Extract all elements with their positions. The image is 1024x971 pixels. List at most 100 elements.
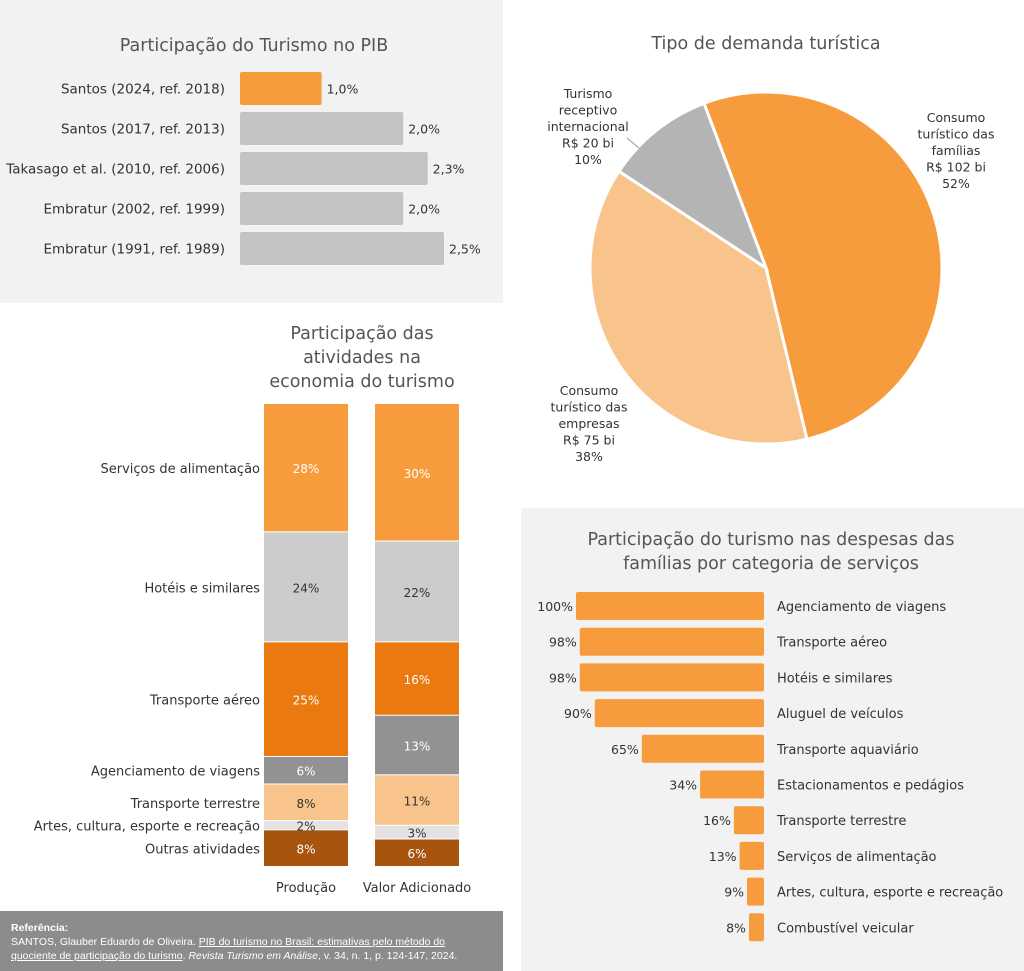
activities-chart: Participação das atividades na economia do… [34, 324, 472, 896]
reference-link-1[interactable]: PIB do turismo no Brasil: estimativas pe… [198, 936, 446, 948]
stacked-value-label: 22% [404, 586, 431, 600]
stacked-segment [264, 821, 348, 830]
activity-category-label: Valor Adicionado [363, 881, 472, 896]
reference-body-2: quociente de participação do turismo. Re… [11, 949, 497, 963]
expense-bar [579, 663, 764, 692]
expense-category-label: Transporte terrestre [776, 814, 906, 829]
pie-label: turístico das [551, 400, 628, 415]
stacked-segment [264, 642, 348, 756]
reference-journal: Revista Turismo em Análise [188, 950, 318, 962]
stacked-value-label: 2% [296, 820, 315, 834]
expense-value-label: 9% [724, 885, 744, 900]
pib-category-label: Embratur (1991, ref. 1989) [43, 242, 225, 258]
pie-leader-line [626, 137, 640, 149]
expense-bar [576, 592, 764, 620]
stacked-segment [375, 715, 459, 775]
expense-category-label: Serviços de alimentação [777, 850, 937, 865]
pib-category-label: Embratur (2002, ref. 1999) [43, 202, 225, 218]
pie-label: 10% [574, 152, 602, 167]
demand-chart: Tipo de demanda turística Consumo turísti… [547, 34, 995, 464]
stacked-segment [264, 404, 348, 532]
activities-title-line: Participação das [290, 324, 433, 344]
activity-legend-label: Transporte aéreo [149, 694, 260, 709]
expense-bar [594, 699, 764, 728]
stacked-segment [264, 532, 348, 642]
stacked-value-label: 8% [296, 843, 315, 857]
pib-value-label: 2,0% [408, 122, 440, 137]
activity-legend-label: Transporte terrestre [130, 797, 260, 812]
reference-sep: . [182, 950, 189, 962]
expense-value-label: 98% [549, 670, 577, 685]
pib-value-label: 2,3% [433, 162, 465, 177]
expense-category-label: Transporte aquaviário [776, 743, 919, 758]
stacked-value-label: 6% [407, 847, 426, 861]
demand-panel: Tipo de demanda turística Consumo turísti… [521, 0, 1024, 505]
expense-bar [579, 627, 764, 656]
pie-label: Consumo [927, 110, 986, 125]
pie-label: famílias [932, 143, 981, 158]
stacked-value-label: 13% [404, 740, 431, 754]
stacked-value-label: 30% [404, 467, 431, 481]
activity-legend-label: Artes, cultura, esporte e recreação [34, 820, 260, 835]
expense-bar [748, 913, 764, 942]
pie-label: Turismo [563, 86, 613, 101]
expense-value-label: 90% [564, 706, 592, 721]
stacked-value-label: 3% [407, 827, 426, 841]
pie-label: internacional [547, 119, 629, 134]
pie-slice [616, 101, 770, 272]
expenses-chart: Participação do turismo nas despesas das… [537, 530, 1003, 942]
demand-chart-title: Tipo de demanda turística [650, 34, 880, 54]
expense-category-label: Artes, cultura, esporte e recreação [777, 886, 1003, 901]
stacked-value-label: 28% [293, 462, 320, 476]
pib-value-label: 2,0% [408, 202, 440, 217]
stacked-segment [264, 756, 348, 784]
pib-bar [240, 232, 444, 265]
expense-bar [733, 806, 764, 835]
pie-label: R$ 75 bi [563, 433, 615, 448]
stacked-segment [375, 642, 459, 715]
reference-details: , v. 34, n. 1, p. 124-147, 2024. [318, 950, 458, 962]
pib-chart-title: Participação do Turismo no PIB [120, 36, 388, 56]
stacked-segment [375, 775, 459, 825]
pie-label: R$ 20 bi [562, 136, 614, 151]
pie-label: 52% [942, 176, 970, 191]
activity-legend-label: Hotéis e similares [144, 581, 260, 596]
expense-value-label: 8% [726, 920, 746, 935]
expense-value-label: 34% [669, 778, 697, 793]
pib-category-label: Takasago et al. (2010, ref. 2006) [5, 162, 225, 178]
expense-category-label: Aluguel de veículos [777, 707, 904, 722]
expense-category-label: Estacionamentos e pedágios [777, 779, 964, 794]
reference-text: Referência: SANTOS, Glauber Eduardo de O… [11, 921, 497, 963]
activity-legend-label: Outras atividades [145, 843, 260, 858]
pib-category-label: Santos (2024, ref. 2018) [61, 82, 225, 98]
stacked-segment [375, 825, 459, 839]
pie-slice [702, 90, 944, 442]
expense-value-label: 13% [709, 849, 737, 864]
expenses-title-line: Participação do turismo nas despesas das [588, 530, 955, 550]
pib-bar [240, 192, 404, 225]
stacked-value-label: 16% [404, 673, 431, 687]
pie-label: Consumo [560, 383, 619, 398]
pie-label: turístico das [918, 127, 995, 142]
expenses-title-line: famílias por categoria de serviços [623, 554, 919, 574]
stacked-segment [375, 541, 459, 642]
reference-title: Referência: [11, 922, 69, 934]
stacked-value-label: 25% [293, 694, 320, 708]
expense-value-label: 16% [703, 813, 731, 828]
stacked-segment [375, 404, 459, 541]
pie-label: empresas [558, 416, 619, 431]
reference-authors: SANTOS, Glauber Eduardo de Oliveira. [11, 936, 199, 948]
pie-label: receptivo [559, 103, 617, 118]
expense-value-label: 65% [611, 742, 639, 757]
stacked-segment [375, 839, 459, 866]
pie-slice [588, 169, 809, 446]
activity-legend-label: Agenciamento de viagens [91, 765, 260, 780]
expense-bar [700, 770, 764, 799]
stacked-value-label: 11% [404, 795, 431, 809]
expense-value-label: 98% [549, 635, 577, 650]
activity-category-label: Produção [276, 881, 336, 896]
expense-value-label: 100% [537, 599, 573, 614]
pie-label: R$ 102 bi [926, 160, 986, 175]
pib-value-label: 1,0% [327, 82, 359, 97]
reference-link-2[interactable]: quociente de participação do turismo [11, 950, 183, 962]
